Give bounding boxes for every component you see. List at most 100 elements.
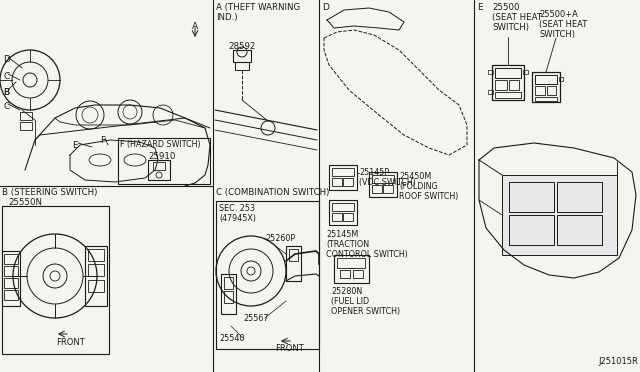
Bar	[337, 258, 365, 268]
Text: (TRACTION: (TRACTION	[326, 240, 369, 249]
Bar	[332, 168, 354, 176]
Text: B (STEERING SWITCH): B (STEERING SWITCH)	[2, 188, 97, 197]
Bar	[372, 185, 382, 193]
Text: D: D	[3, 55, 10, 64]
Bar	[286, 246, 301, 281]
Text: 25145M: 25145M	[326, 230, 358, 239]
Text: C (COMBINATION SWITCH): C (COMBINATION SWITCH)	[216, 188, 330, 197]
Bar	[523, 70, 528, 74]
Text: IND.): IND.)	[216, 13, 237, 22]
Text: E: E	[72, 141, 77, 150]
Bar	[557, 182, 602, 212]
Text: C: C	[3, 72, 9, 81]
Bar	[4, 266, 18, 276]
Text: 25145P: 25145P	[359, 168, 389, 177]
Text: F (HAZARD SWITCH): F (HAZARD SWITCH)	[120, 140, 200, 149]
Bar	[216, 201, 319, 349]
Bar	[340, 270, 350, 278]
Bar	[4, 290, 18, 300]
Bar	[289, 249, 298, 261]
Text: (SEAT HEAT: (SEAT HEAT	[539, 20, 588, 29]
Text: (47945X): (47945X)	[219, 214, 256, 223]
Bar	[332, 178, 342, 186]
Bar	[221, 274, 236, 314]
Text: F: F	[100, 136, 105, 145]
Text: (FOLDING: (FOLDING	[399, 182, 438, 191]
Text: 25500: 25500	[492, 3, 520, 12]
Bar	[535, 86, 545, 95]
Text: A (THEFT WARNING: A (THEFT WARNING	[216, 3, 300, 12]
Bar	[88, 264, 104, 276]
Bar	[492, 65, 524, 100]
Bar	[332, 213, 342, 221]
Bar	[20, 112, 32, 120]
Bar	[495, 80, 507, 90]
Bar	[535, 75, 557, 84]
Bar	[488, 90, 493, 94]
Bar	[118, 138, 210, 184]
Bar	[4, 278, 18, 288]
Bar	[224, 277, 233, 289]
Text: B: B	[3, 88, 9, 97]
Text: ROOF SWITCH): ROOF SWITCH)	[399, 192, 458, 201]
Text: (FUEL LID: (FUEL LID	[331, 297, 369, 306]
Bar	[488, 70, 493, 74]
Text: 25280N: 25280N	[331, 287, 362, 296]
Bar	[509, 182, 554, 212]
Bar	[547, 86, 556, 95]
Bar	[2, 251, 20, 306]
Text: (SEAT HEAT: (SEAT HEAT	[492, 13, 542, 22]
Bar	[148, 160, 170, 180]
Bar	[20, 122, 32, 130]
Bar	[557, 215, 602, 245]
Text: SWITCH): SWITCH)	[539, 30, 575, 39]
Text: J251015R: J251015R	[598, 357, 638, 366]
Bar	[495, 92, 521, 98]
Bar	[369, 172, 397, 197]
Text: 25567: 25567	[243, 314, 269, 323]
Bar	[343, 213, 353, 221]
Text: 25540: 25540	[219, 334, 244, 343]
Bar	[334, 255, 369, 283]
Text: 25260P: 25260P	[265, 234, 295, 243]
Bar	[329, 200, 357, 225]
Text: 25450M: 25450M	[399, 172, 431, 181]
Text: CONTOROL SWITCH): CONTOROL SWITCH)	[326, 250, 408, 259]
Text: 25910: 25910	[148, 152, 175, 161]
Bar	[153, 162, 165, 170]
Bar	[509, 80, 519, 90]
Text: A: A	[192, 22, 198, 31]
Text: (VDC SWITCH): (VDC SWITCH)	[359, 178, 416, 187]
Bar	[329, 165, 357, 190]
Text: B: B	[3, 88, 9, 97]
Text: 25550N: 25550N	[8, 198, 42, 207]
Text: 28592: 28592	[228, 42, 256, 51]
Bar	[2, 206, 109, 354]
Bar	[88, 280, 104, 292]
Text: D: D	[322, 3, 329, 12]
Text: 25500+A: 25500+A	[539, 10, 578, 19]
Text: SEC. 253: SEC. 253	[219, 204, 255, 213]
Bar	[353, 270, 363, 278]
Bar	[332, 203, 354, 211]
Text: OPENER SWITCH): OPENER SWITCH)	[331, 307, 400, 316]
Text: SWITCH): SWITCH)	[492, 23, 529, 32]
Bar	[233, 50, 251, 62]
Bar	[509, 215, 554, 245]
Bar	[88, 249, 104, 261]
Bar	[535, 97, 557, 101]
Bar	[502, 175, 617, 255]
Bar	[235, 62, 249, 70]
Bar	[4, 254, 18, 264]
Bar	[224, 291, 233, 303]
Text: E: E	[477, 3, 483, 12]
Bar	[343, 178, 353, 186]
Text: FRONT: FRONT	[275, 344, 304, 353]
Bar	[383, 185, 393, 193]
Bar	[85, 246, 107, 306]
Bar	[559, 77, 563, 81]
Text: C: C	[3, 102, 9, 111]
Text: FRONT: FRONT	[56, 338, 84, 347]
Bar	[532, 72, 560, 102]
Bar	[372, 175, 394, 183]
